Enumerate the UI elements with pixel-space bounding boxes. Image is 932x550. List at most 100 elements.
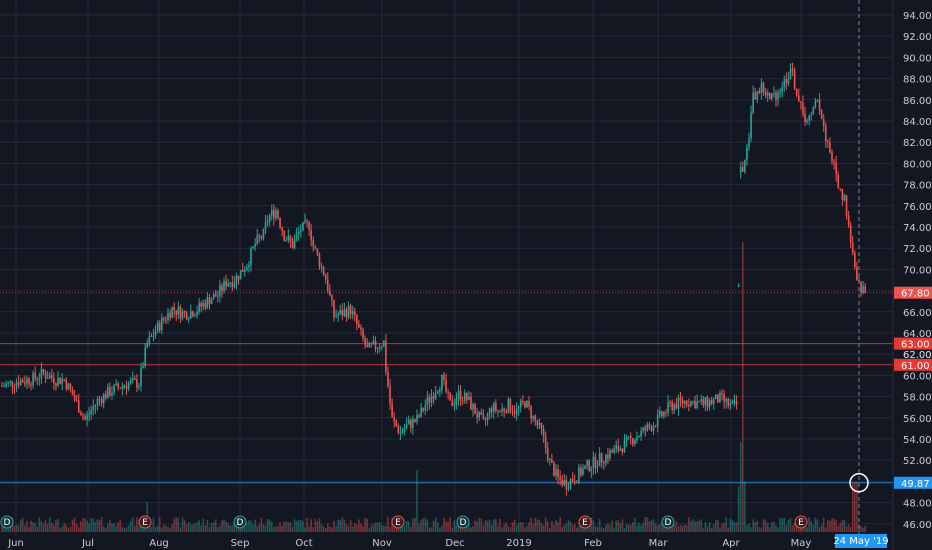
candle-body: [248, 265, 250, 268]
volume-bar: [725, 517, 727, 532]
candle-body: [349, 305, 352, 315]
volume-bar: [727, 527, 730, 532]
volume-bar: [378, 522, 381, 532]
volume-bar: [409, 526, 412, 532]
volume-bar: [519, 521, 522, 532]
candle-body: [833, 161, 835, 163]
price-axis[interactable]: [893, 0, 932, 550]
candle-body: [426, 397, 429, 406]
candle-body: [727, 398, 730, 406]
candle-body: [712, 399, 715, 404]
candle-body: [241, 270, 244, 273]
volume-bar: [563, 524, 566, 532]
volume-bar: [102, 526, 105, 532]
volume-bar: [40, 520, 43, 532]
candle-body: [183, 311, 186, 313]
candle-body: [781, 87, 783, 92]
price-tick-label: 52.00: [903, 456, 932, 467]
candle-body: [669, 402, 671, 404]
price-tick-label: 70.00: [903, 265, 932, 276]
candle-body: [90, 410, 93, 415]
volume-bar: [837, 525, 840, 532]
volume-bar: [217, 527, 219, 532]
candle-body: [802, 102, 804, 114]
candle-body: [393, 417, 395, 421]
candle-body: [353, 311, 356, 316]
time-tick-label: 2019: [506, 538, 531, 549]
volume-bar: [551, 520, 553, 532]
volume-bar: [702, 527, 705, 532]
candle-body: [250, 248, 252, 266]
candle-body: [528, 401, 530, 407]
candle-body: [44, 372, 47, 378]
price-tick-label: 74.00: [903, 223, 932, 234]
volume-bar: [640, 525, 642, 532]
volume-bar: [592, 520, 595, 532]
volume-bar: [841, 520, 844, 532]
candle-body: [3, 386, 5, 388]
event-marker-label: D: [460, 518, 467, 528]
candle-body: [86, 414, 88, 420]
candle-body: [300, 230, 302, 233]
candle-body: [704, 397, 707, 406]
candle-body: [121, 386, 124, 389]
volume-bar: [723, 522, 725, 532]
candle-body: [673, 404, 676, 411]
candle-body: [239, 270, 242, 280]
candle-body: [233, 283, 236, 287]
candle-body: [266, 220, 269, 223]
volume-bar: [700, 519, 703, 532]
volume-bar: [594, 525, 597, 532]
volume-bar: [746, 525, 748, 532]
volume-bar: [341, 517, 344, 532]
candle-body: [831, 152, 833, 162]
candle-body: [810, 114, 813, 116]
candle-body: [725, 398, 727, 402]
candle-body: [480, 411, 483, 415]
candle-body: [343, 309, 346, 316]
candle-body: [65, 379, 68, 390]
candle-body: [356, 315, 358, 324]
volume-bar: [57, 518, 59, 532]
candle-body: [409, 419, 412, 428]
candle-body: [461, 400, 464, 402]
volume-bar: [818, 527, 821, 532]
volume-bar: [476, 521, 478, 532]
volume-bar: [1, 525, 3, 532]
volume-bar: [673, 524, 676, 532]
candle-body: [374, 341, 377, 349]
candle-body: [436, 391, 439, 394]
volume-bar: [495, 518, 497, 532]
volume-bar: [681, 525, 684, 532]
candle-body: [192, 311, 194, 317]
candle-body: [275, 210, 277, 218]
candle-body: [13, 386, 16, 388]
candle-body: [146, 342, 149, 348]
candle-body: [617, 445, 620, 451]
volume-bar: [501, 527, 503, 532]
candle-body: [721, 392, 723, 395]
candle-body: [42, 368, 45, 373]
candle-body: [304, 220, 306, 222]
volume-bar: [183, 520, 186, 532]
volume-bar: [53, 525, 55, 532]
candle-body: [860, 281, 862, 294]
candle-body: [372, 341, 375, 345]
volume-bar: [625, 523, 628, 532]
candle-body: [694, 400, 696, 409]
candle-body: [818, 99, 821, 111]
volume-bar: [509, 527, 512, 532]
candle-body: [515, 408, 518, 414]
volume-bar: [744, 481, 746, 532]
candle-body: [320, 266, 323, 268]
candle-body: [499, 410, 501, 412]
volume-bar: [71, 519, 74, 532]
volume-bar: [136, 517, 138, 532]
volume-bar: [119, 519, 122, 532]
candle-body: [488, 408, 491, 415]
candle-body: [532, 415, 534, 419]
candle-body: [24, 382, 26, 384]
candle-body: [256, 235, 259, 244]
